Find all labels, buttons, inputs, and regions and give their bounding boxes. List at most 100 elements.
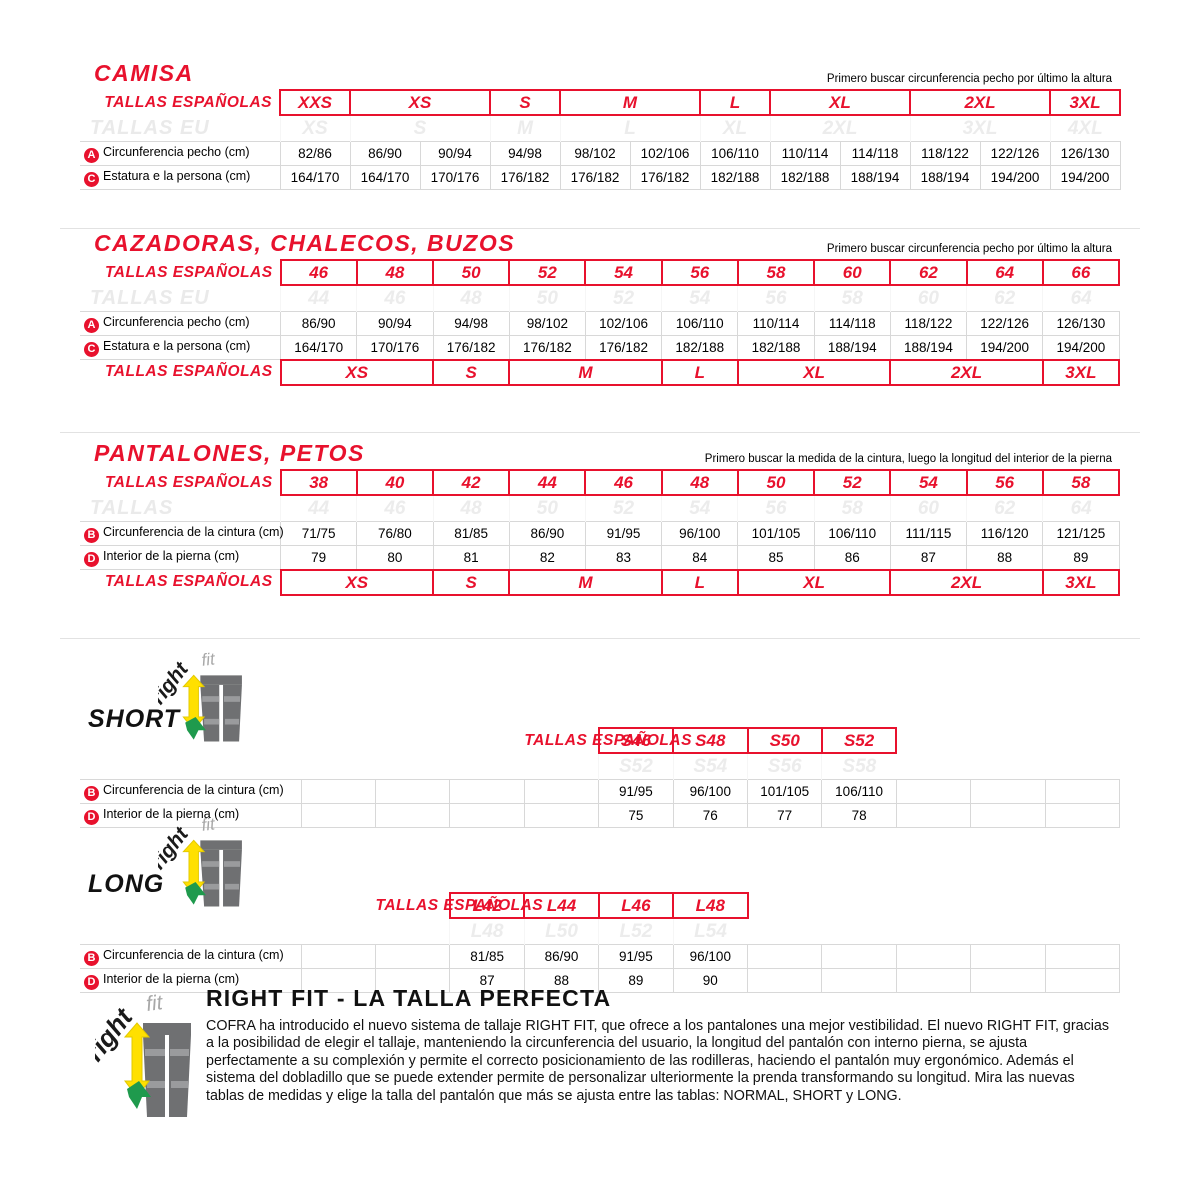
size-header-cell[interactable]: 40 xyxy=(355,469,435,496)
measure-value-empty xyxy=(1044,803,1121,828)
measure-value: 188/194 xyxy=(813,335,891,360)
eu-size-cell: S58 xyxy=(821,753,897,780)
size-header-cell[interactable]: XL xyxy=(769,89,912,116)
size-header-cell[interactable]: S52 xyxy=(820,727,898,754)
measure-text: Interior de la pierna (cm) xyxy=(103,806,240,821)
measure-label: B Circunferencia de la cintura (cm) xyxy=(80,779,302,804)
eu-size-cell: XL xyxy=(699,115,771,142)
size-header-cell[interactable]: 54 xyxy=(584,259,663,286)
size-header-cell[interactable]: 2XL xyxy=(909,89,1052,116)
size-header-cell-bottom[interactable]: 2XL xyxy=(889,358,1044,386)
size-header-cell[interactable]: 58 xyxy=(736,259,816,286)
table-row: D Interior de la pierna (cm) 79 80 81 82 83 84 8… xyxy=(80,545,1120,570)
empty-cell xyxy=(970,728,1046,753)
pants-illustration-icon xyxy=(143,1023,191,1117)
size-header-cell[interactable]: L48 xyxy=(672,892,749,919)
size-header-cell-bottom[interactable]: S xyxy=(432,568,511,596)
size-header-cell[interactable]: 42 xyxy=(432,469,511,496)
size-header-cell[interactable]: 48 xyxy=(355,259,435,286)
size-header-cell-bottom[interactable]: M xyxy=(508,358,663,386)
measure-value: 164/170 xyxy=(280,335,358,360)
size-header-cell[interactable]: 48 xyxy=(660,469,739,496)
empty-cell xyxy=(896,918,970,945)
size-header-cell[interactable]: 50 xyxy=(736,469,816,496)
size-header-cell-bottom[interactable]: 2XL xyxy=(889,568,1044,596)
measure-value-empty xyxy=(375,779,451,804)
empty-cell xyxy=(970,893,1046,918)
size-header-cell-bottom[interactable]: XS xyxy=(279,568,435,596)
measure-value: 85 xyxy=(737,545,815,570)
size-header-cell[interactable]: 3XL xyxy=(1049,89,1122,116)
size-header-cell-bottom[interactable]: XL xyxy=(736,568,892,596)
measure-value: 83 xyxy=(584,545,663,570)
size-header-cell[interactable]: 52 xyxy=(508,259,587,286)
size-header-cell[interactable]: S xyxy=(489,89,561,116)
measure-value: 126/130 xyxy=(1042,311,1120,336)
right-fit-logo-icon: right fit xyxy=(146,649,242,742)
size-header-cell-bottom[interactable]: L xyxy=(660,568,739,596)
size-header-cell[interactable]: L42 xyxy=(448,892,526,919)
measure-value: 77 xyxy=(746,803,823,828)
label-spanish-sizes: TALLAS ESPAÑOLAS xyxy=(104,473,273,491)
size-header-cell[interactable]: XS xyxy=(349,89,491,116)
size-header-cell[interactable]: L46 xyxy=(597,892,675,919)
footer-paragraph: COFRA ha introducido el nuevo sistema de… xyxy=(206,1018,1109,1104)
size-header-cell-bottom[interactable]: L xyxy=(660,358,739,386)
row-eu-sizes: L48 L50 L52 L54 xyxy=(80,918,1120,945)
size-header-cell[interactable]: L xyxy=(699,89,772,116)
measure-text: Circunferencia pecho (cm) xyxy=(103,314,250,329)
measure-label: A Circunferencia pecho (cm) xyxy=(80,311,282,336)
measure-badge-icon: C xyxy=(84,171,99,187)
size-header-cell[interactable]: 58 xyxy=(1041,469,1121,496)
eu-size-cell: 48 xyxy=(432,495,510,522)
size-header-cell[interactable]: 60 xyxy=(813,259,892,286)
size-header-cell[interactable]: XXS xyxy=(279,89,351,116)
measure-value: 164/170 xyxy=(279,165,351,190)
measure-value: 87 xyxy=(889,545,968,570)
measure-value: 88 xyxy=(523,968,600,993)
size-header-cell-bottom[interactable]: 3XL xyxy=(1041,568,1121,596)
size-header-cell[interactable]: 46 xyxy=(279,259,358,286)
size-header-cell[interactable]: 52 xyxy=(813,469,892,496)
size-header-cell-bottom[interactable]: XL xyxy=(736,358,892,386)
measure-badge-icon: A xyxy=(84,147,99,163)
measure-value-empty xyxy=(449,803,525,828)
size-header-cell[interactable]: S48 xyxy=(672,727,749,754)
eu-size-cell: L xyxy=(559,115,701,142)
eu-size-cell: L52 xyxy=(598,918,674,945)
measure-value: 194/200 xyxy=(1049,165,1121,190)
eu-size-cell: 60 xyxy=(889,495,967,522)
size-header-cell[interactable]: 50 xyxy=(432,259,511,286)
size-header-cell[interactable]: 56 xyxy=(965,469,1044,496)
measure-badge-icon: D xyxy=(84,551,99,567)
table-title-camisa: CAMISA xyxy=(94,60,194,86)
size-header-cell[interactable]: L44 xyxy=(523,892,600,919)
label-spanish-sizes-bottom: TALLAS ESPAÑOLAS xyxy=(104,363,273,381)
size-header-cell-bottom[interactable]: M xyxy=(508,568,663,596)
size-header-cell[interactable]: 62 xyxy=(889,259,968,286)
eu-size-cell: 62 xyxy=(966,285,1043,312)
size-header-cell[interactable]: 64 xyxy=(965,259,1044,286)
size-header-cell[interactable]: 46 xyxy=(584,469,663,496)
size-header-cell[interactable]: 56 xyxy=(660,259,739,286)
measure-value: 101/105 xyxy=(737,521,815,546)
size-header-cell[interactable]: 54 xyxy=(889,469,968,496)
size-header-cell[interactable]: 38 xyxy=(279,469,358,496)
size-header-cell[interactable]: S46 xyxy=(597,727,675,754)
measure-value: 110/114 xyxy=(737,311,815,336)
size-header-cell[interactable]: S50 xyxy=(746,727,823,754)
eu-size-cell: 50 xyxy=(508,285,586,312)
measure-value: 80 xyxy=(356,545,434,570)
size-header-cell-bottom[interactable]: S xyxy=(432,358,511,386)
size-header-cell[interactable]: 44 xyxy=(508,469,587,496)
measure-value: 106/110 xyxy=(821,779,897,804)
measure-label: C Estatura e la persona (cm) xyxy=(80,165,281,190)
measure-value-empty xyxy=(375,803,451,828)
size-header-cell[interactable]: 66 xyxy=(1041,259,1121,286)
size-header-cell-bottom[interactable]: XS xyxy=(279,358,435,386)
measure-text: Interior de la pierna (cm) xyxy=(103,971,240,986)
size-header-cell-bottom[interactable]: 3XL xyxy=(1041,358,1121,386)
eu-size-cell: S52 xyxy=(598,753,674,780)
size-header-cell[interactable]: M xyxy=(558,89,702,116)
logo-word-fit: fit xyxy=(200,814,217,835)
